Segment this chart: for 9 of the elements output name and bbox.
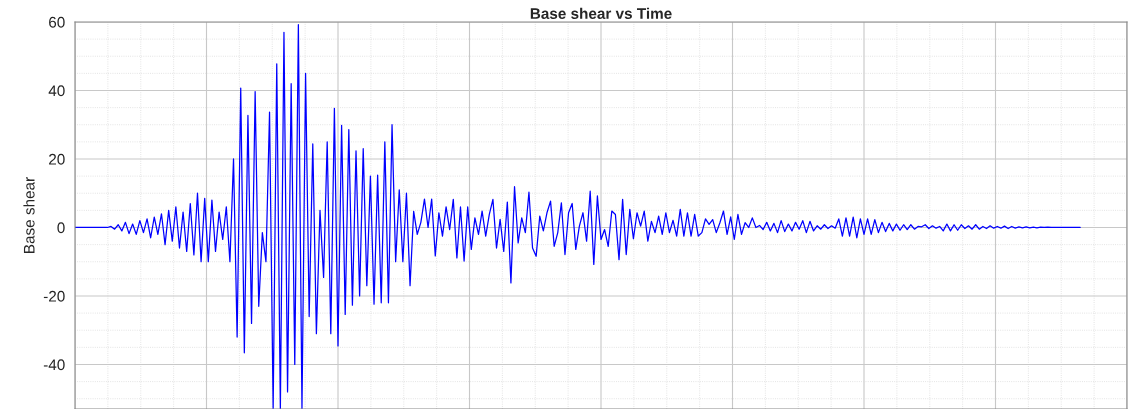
y-tick-label: -40 <box>43 359 65 371</box>
y-tick-label: 20 <box>49 153 65 165</box>
y-tick-label: -20 <box>43 290 65 302</box>
y-tick-label: 0 <box>57 222 65 234</box>
chart-title: Base shear vs Time <box>530 7 672 19</box>
y-tick-label: 60 <box>49 16 65 28</box>
y-axis-title: Base shear <box>23 177 35 253</box>
line-series <box>75 24 1081 409</box>
y-tick-label: 40 <box>48 85 65 97</box>
